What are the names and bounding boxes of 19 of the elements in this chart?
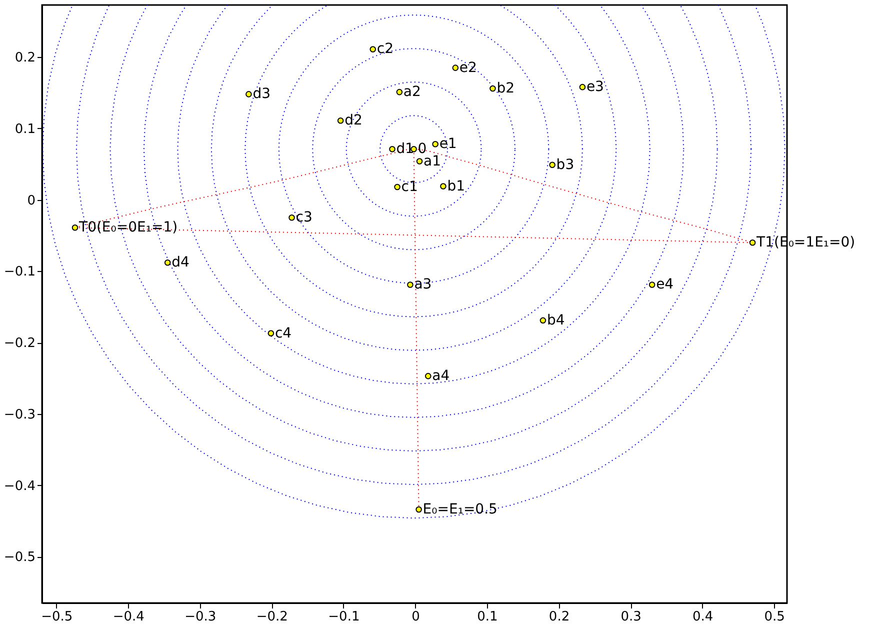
y-tick-label: −0.3 bbox=[4, 407, 36, 422]
y-tick-label: −0.1 bbox=[4, 264, 36, 280]
x-tick-label: −0.2 bbox=[256, 610, 288, 624]
y-tick-label: 0.1 bbox=[14, 122, 36, 137]
x-tick-label: 0.1 bbox=[477, 610, 498, 624]
x-tick-label: 0.5 bbox=[764, 610, 785, 624]
x-tick-label: 0 bbox=[412, 610, 420, 624]
x-tick-label: −0.5 bbox=[41, 610, 73, 624]
x-tick-label: 0.2 bbox=[548, 610, 570, 624]
x-tick-label: 0.4 bbox=[692, 610, 714, 624]
y-tick-label: 0 bbox=[27, 193, 36, 208]
y-tick-label: −0.4 bbox=[4, 478, 36, 494]
x-tick-label: −0.3 bbox=[184, 610, 216, 624]
y-tick-label: −0.5 bbox=[4, 550, 36, 566]
x-tick-label: −0.4 bbox=[112, 610, 144, 624]
y-tick-label: 0.2 bbox=[14, 50, 36, 66]
y-tick-label: −0.2 bbox=[4, 336, 36, 352]
x-tick-label: 0.3 bbox=[620, 610, 642, 624]
x-tick-label: −0.1 bbox=[328, 610, 360, 624]
